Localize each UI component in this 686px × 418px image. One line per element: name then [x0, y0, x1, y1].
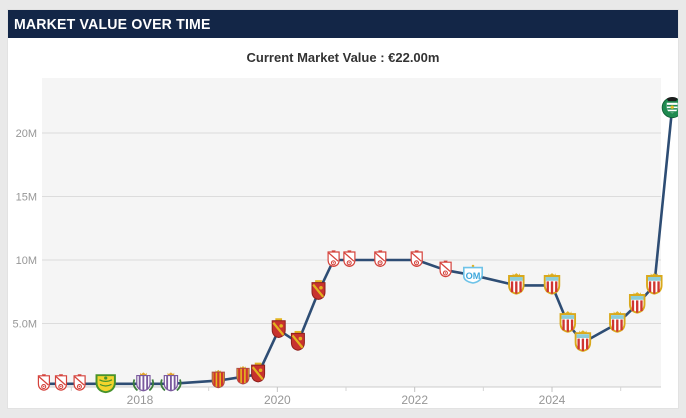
market-value-point-gold-bordered-red-white-striped-crowned-shield-crest[interactable] [609, 311, 626, 333]
card-title: MARKET VALUE OVER TIME [14, 15, 211, 33]
current-market-value-label: Current Market Value : €22.00m [246, 50, 440, 65]
market-value-point-red-yellow-striped-shield-crest[interactable] [211, 369, 225, 389]
market-value-point-red-white-shield-crest[interactable] [439, 260, 452, 278]
market-value-card: MARKET VALUE OVER TIME Current Market Va… [8, 10, 683, 408]
market-value-point-red-gold-shield-crest[interactable] [271, 318, 286, 339]
market-value-point-red-white-shield-crest[interactable] [343, 250, 356, 268]
market-value-point-gold-bordered-red-white-striped-crowned-shield-crest[interactable] [646, 273, 663, 295]
market-value-point-gold-bordered-red-white-striped-crowned-shield-crest[interactable] [543, 273, 561, 295]
market-value-point-gold-bordered-red-white-striped-crowned-shield-crest[interactable] [628, 292, 646, 314]
market-value-point-red-white-shield-crest[interactable] [54, 374, 68, 391]
market-value-chart-svg[interactable]: 5.0M 10M 15M 20M 2018 2020 2022 2024 OM [8, 72, 683, 408]
card-header: MARKET VALUE OVER TIME [8, 10, 678, 38]
market-value-point-yellow-green-shield-crest[interactable] [95, 374, 116, 394]
y-axis-label: 20M [16, 128, 37, 140]
market-value-point-red-white-shield-crest[interactable] [374, 250, 387, 268]
market-value-point-red-white-shield-crest[interactable] [73, 374, 86, 391]
market-value-point-red-white-shield-crest[interactable] [37, 374, 51, 391]
x-axis-label: 2020 [264, 393, 291, 407]
plot-area [42, 78, 661, 387]
market-value-point-white-lightblue-OM-shield-crest[interactable]: OM [462, 264, 484, 284]
y-axis-label: 10M [16, 255, 37, 267]
x-axis-label: 2018 [127, 393, 154, 407]
y-axis-label: 5.0M [13, 319, 37, 331]
market-value-point-gold-bordered-red-white-striped-crowned-shield-crest[interactable] [559, 311, 577, 333]
x-axis-label: 2022 [401, 393, 428, 407]
market-value-point-red-white-shield-crest[interactable] [327, 250, 340, 268]
svg-text:OM: OM [466, 271, 481, 281]
market-value-point-purple-white-crowned-shield-crest[interactable] [132, 372, 155, 392]
market-value-point-green-white-round-crest[interactable] [661, 96, 683, 119]
market-value-point-gold-bordered-red-white-striped-crowned-shield-crest[interactable] [574, 330, 592, 352]
market-value-point-gold-bordered-red-white-striped-crowned-shield-crest[interactable] [508, 273, 525, 295]
market-value-point-red-white-shield-crest[interactable] [410, 250, 423, 268]
market-value-point-purple-white-crowned-shield-crest[interactable] [160, 372, 182, 392]
market-value-point-red-gold-shield-crest[interactable] [311, 280, 326, 300]
market-value-chart[interactable]: 5.0M 10M 15M 20M 2018 2020 2022 2024 OM [8, 72, 683, 408]
market-value-point-red-gold-shield-crest[interactable] [290, 330, 305, 351]
x-axis-label: 2024 [539, 393, 566, 407]
y-axis-label: 15M [16, 192, 37, 204]
market-value-point-red-gold-shield-crest[interactable] [251, 362, 266, 383]
market-value-point-red-yellow-striped-shield-crest[interactable] [236, 366, 250, 385]
